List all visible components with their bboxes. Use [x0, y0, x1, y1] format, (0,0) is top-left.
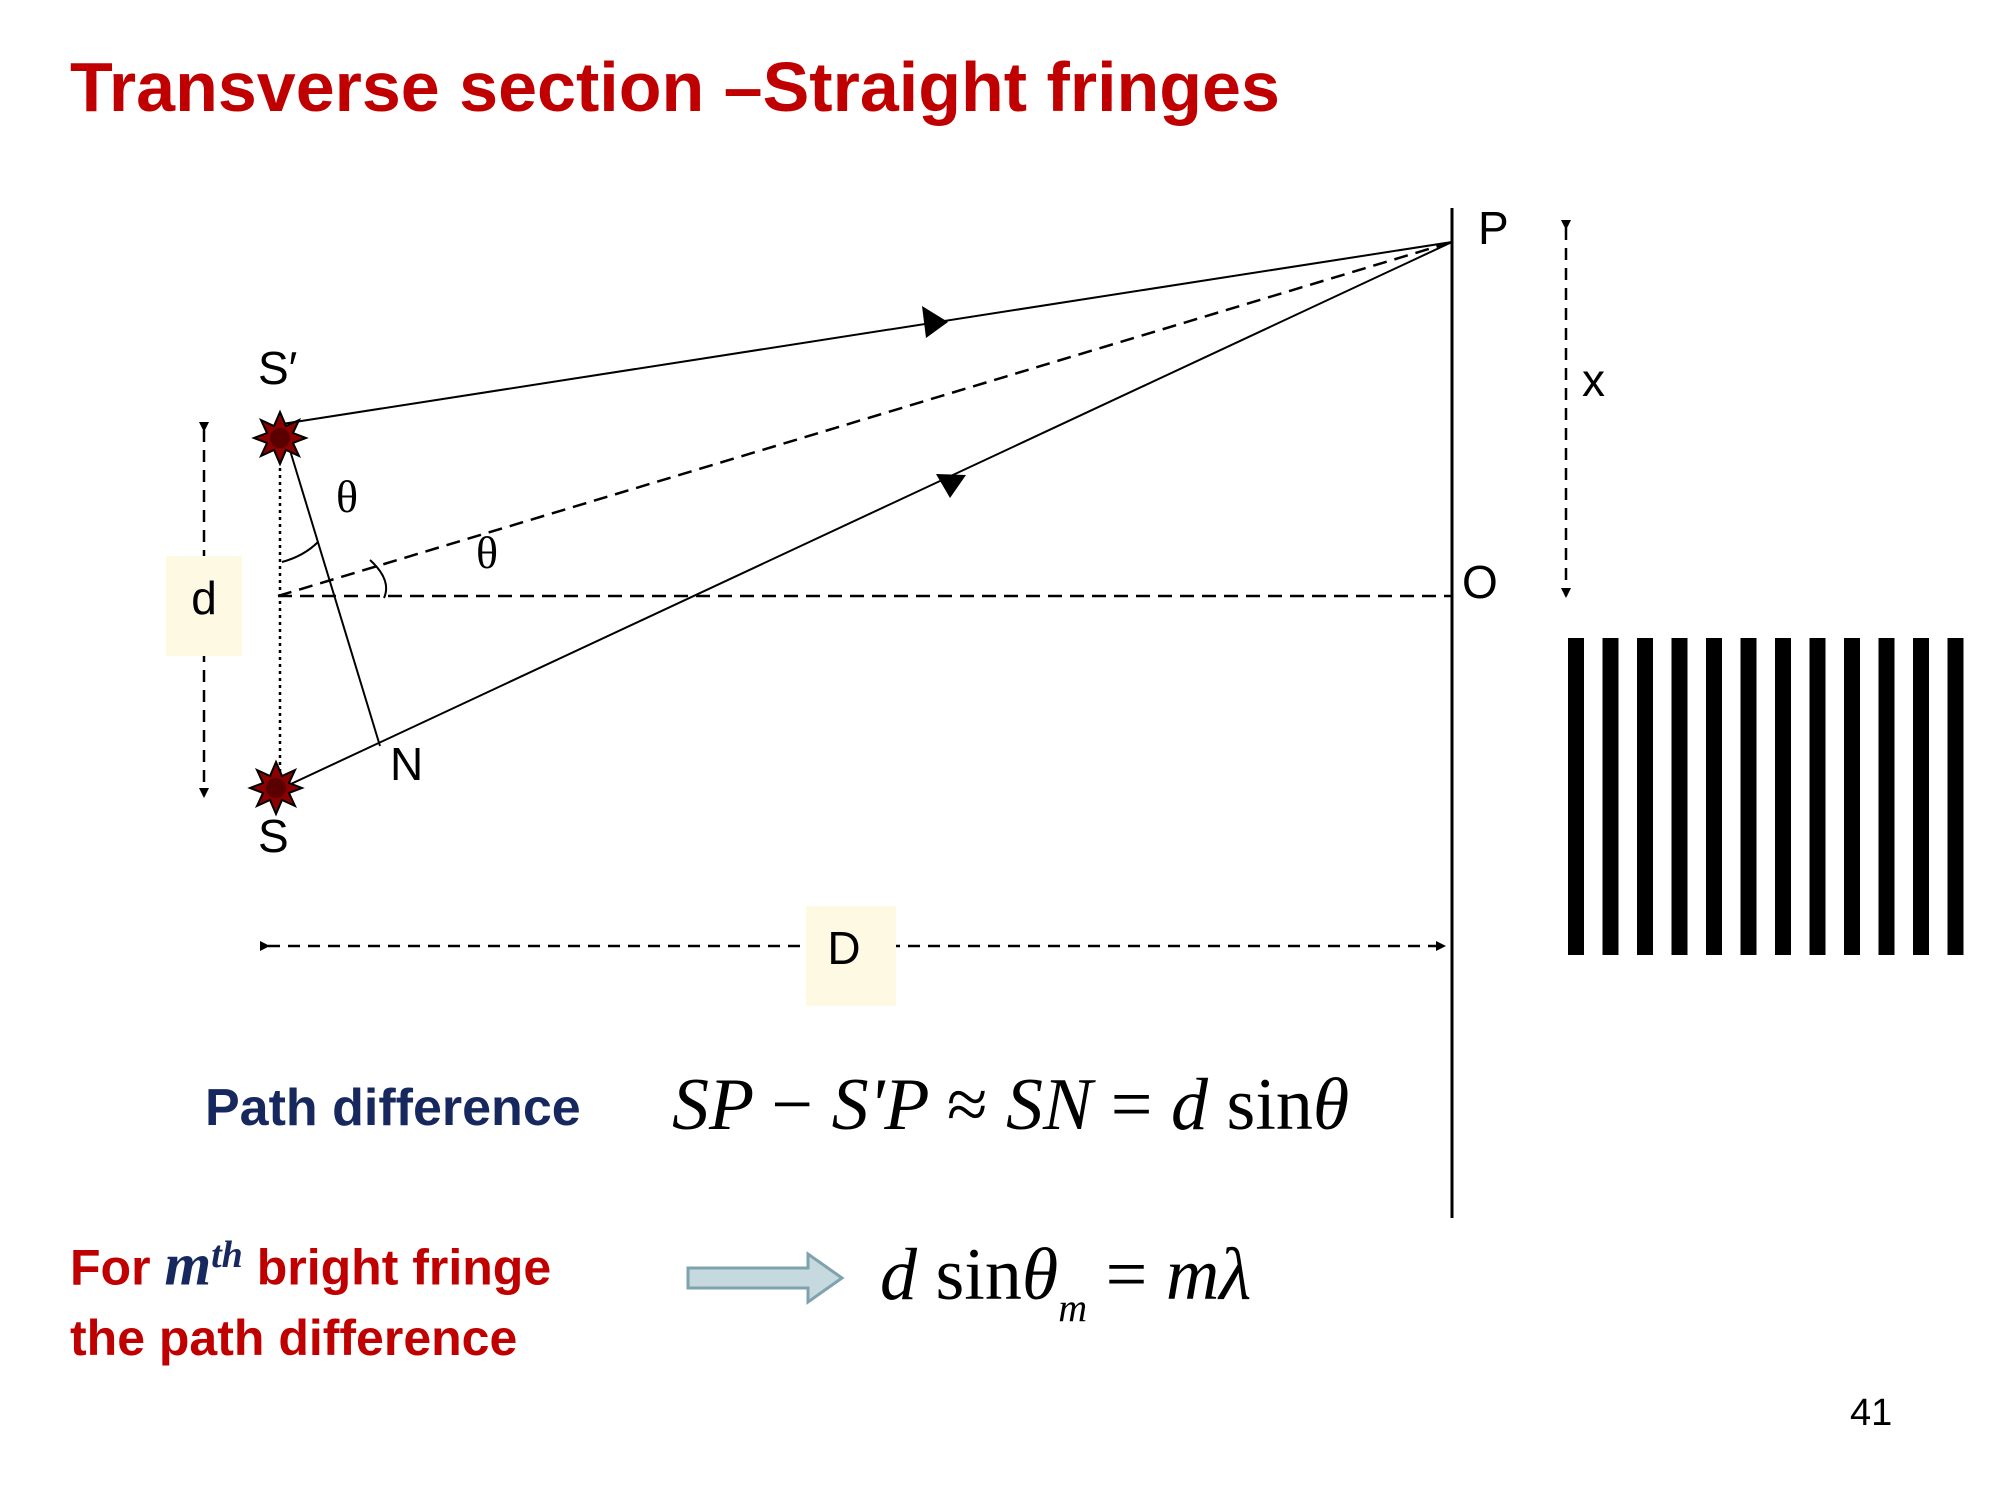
dashed-line-to-p — [277, 240, 1453, 598]
eq2-equals: = — [1105, 1234, 1148, 1316]
perpendicular-s-prime-n — [281, 423, 381, 747]
angle-arc-top — [281, 541, 319, 563]
eq2-m-lambda: mλ — [1165, 1234, 1252, 1316]
path-difference-equation: SP − S'P ≈ SN = d sinθ — [672, 1068, 1349, 1142]
fringe-bar — [1671, 638, 1688, 955]
ray-s-prime-to-p — [281, 241, 1453, 425]
s-prime-label: S′ — [258, 342, 297, 394]
fringe-bar — [1602, 638, 1619, 955]
d-label-box — [166, 556, 242, 656]
fringe-bar — [1775, 638, 1791, 955]
theta-label-middle: θ — [476, 527, 498, 578]
eq1-sin: sin — [1226, 1064, 1313, 1146]
bright-fringe-m: m — [164, 1231, 212, 1298]
eq2-theta: θ — [1021, 1234, 1059, 1316]
eq2-d: d — [880, 1234, 917, 1316]
eq1-d: d — [1171, 1064, 1209, 1146]
o-label: O — [1462, 556, 1498, 608]
x-label: x — [1582, 354, 1605, 406]
source-s-prime-icon — [251, 409, 309, 467]
fringe-bar — [1740, 638, 1757, 955]
fringe-bar — [1637, 638, 1653, 955]
ray-s-to-p — [277, 241, 1453, 791]
theta-label-top: θ — [336, 471, 358, 522]
big-d-label-box — [806, 906, 896, 1006]
fringe-bar — [1878, 638, 1895, 955]
n-label: N — [390, 738, 423, 790]
p-label: P — [1478, 202, 1509, 254]
bright-fringe-th: th — [211, 1234, 243, 1276]
bright-fringe-for: For — [70, 1239, 151, 1296]
big-d-label: D — [827, 922, 860, 974]
path-difference-label: Path difference — [205, 1079, 581, 1137]
eq1-equals: = — [1110, 1064, 1153, 1146]
eq1-s-prime-p: S'P — [831, 1064, 929, 1146]
slide-title: Transverse section –Straight fringes — [70, 48, 1280, 126]
eq1-minus: − — [771, 1064, 814, 1146]
eq2-sub-m: m — [1058, 1285, 1088, 1330]
bright-fringe-equation: d sinθm = mλ — [880, 1238, 1251, 1328]
implies-arrow-icon — [686, 1251, 845, 1305]
s-label: S — [258, 810, 289, 862]
fringe-bar — [1706, 638, 1722, 955]
eq1-sn: SN — [1005, 1064, 1093, 1146]
eq1-theta: θ — [1312, 1064, 1350, 1146]
source-s-icon — [247, 759, 305, 817]
eq1-approx: ≈ — [946, 1064, 988, 1146]
fringe-bar — [1947, 638, 1964, 955]
ray-arrow-bottom — [936, 474, 966, 498]
fringe-pattern — [1568, 638, 1964, 955]
eq1-sp: SP — [672, 1064, 753, 1146]
page-number: 41 — [1850, 1392, 1893, 1434]
bright-fringe-line2: the path difference — [70, 1309, 518, 1366]
d-label: d — [191, 572, 217, 624]
fringe-bar — [1809, 638, 1826, 955]
fringe-bar — [1844, 638, 1860, 955]
bright-fringe-line1: For mth bright fringe — [70, 1220, 551, 1303]
fringe-bar — [1913, 638, 1929, 955]
bright-fringe-suffix: bright fringe — [256, 1239, 552, 1296]
bright-fringe-text: For mth bright fringe the path differenc… — [70, 1220, 551, 1373]
eq2-sin: sin — [935, 1234, 1022, 1316]
fringe-bar — [1568, 638, 1584, 955]
angle-arc-middle — [369, 559, 388, 599]
ray-arrow-top — [922, 306, 948, 338]
